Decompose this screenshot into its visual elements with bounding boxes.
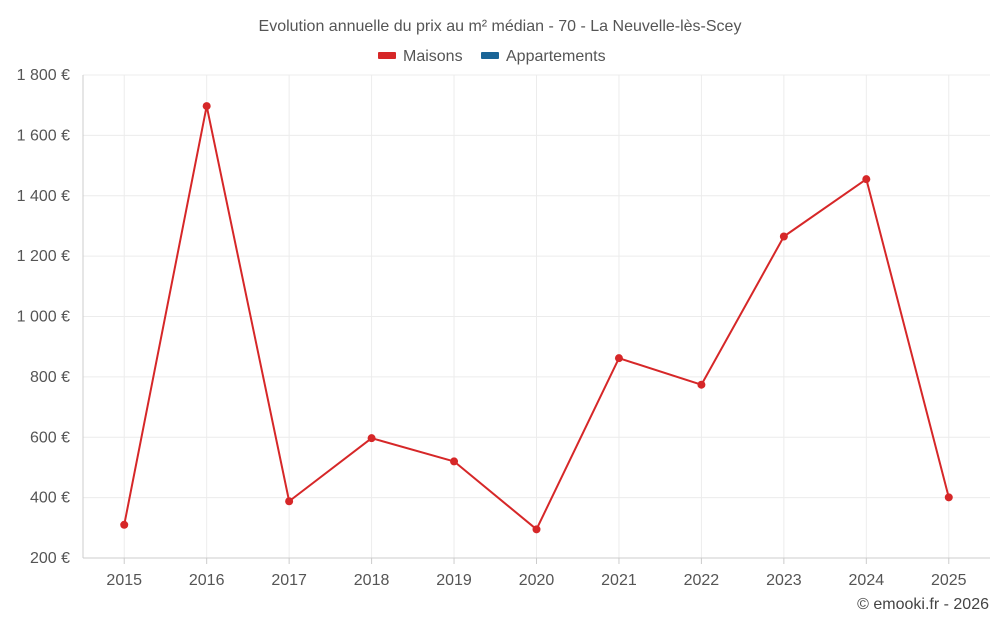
x-tick-label: 2024 [849, 572, 885, 589]
y-tick-label: 1 800 € [17, 67, 70, 84]
data-point-maisons-2022[interactable] [697, 380, 706, 389]
data-point-maisons-2017[interactable] [285, 497, 294, 506]
legend-label-maisons: Maisons [403, 48, 463, 65]
y-tick-label: 1 400 € [17, 188, 70, 205]
x-tick-label: 2023 [766, 572, 802, 589]
legend-swatch-maisons [378, 52, 396, 59]
series-maisons [120, 102, 953, 534]
y-tick-label: 400 € [30, 490, 70, 507]
x-tick-label: 2020 [519, 572, 555, 589]
data-point-maisons-2015[interactable] [120, 520, 129, 529]
data-point-maisons-2021[interactable] [614, 354, 623, 363]
y-tick-label: 1 200 € [17, 248, 70, 265]
x-tick-label: 2025 [931, 572, 967, 589]
grid [83, 74, 990, 558]
legend-label-appartements: Appartements [506, 48, 606, 65]
legend: Maisons Appartements [378, 48, 606, 65]
y-tick-label: 200 € [30, 550, 70, 567]
legend-item-maisons[interactable]: Maisons [378, 48, 463, 65]
y-tick-label: 600 € [30, 429, 70, 446]
data-point-maisons-2023[interactable] [779, 232, 788, 241]
data-point-maisons-2016[interactable] [202, 102, 211, 111]
x-tick-label: 2017 [271, 572, 307, 589]
x-tick-label: 2016 [189, 572, 225, 589]
x-axis-ticks: 2015 2016 2017 2018 2019 2020 2021 2022 2023 2024… [106, 572, 966, 589]
data-point-maisons-2020[interactable] [532, 525, 541, 534]
y-tick-label: 1 000 € [17, 309, 70, 326]
legend-swatch-appartements [481, 52, 499, 59]
credit-text: © emooki.fr - 2026 [857, 596, 989, 613]
y-tick-label: 800 € [30, 369, 70, 386]
legend-item-appartements[interactable]: Appartements [481, 48, 606, 65]
x-tick-label: 2018 [354, 572, 390, 589]
data-point-maisons-2025[interactable] [944, 493, 953, 502]
data-point-maisons-2019[interactable] [450, 457, 459, 466]
x-tick-label: 2019 [436, 572, 472, 589]
x-tick-label: 2021 [601, 572, 637, 589]
chart-title: Evolution annuelle du prix au m² médian … [259, 18, 742, 35]
x-tick-label: 2015 [106, 572, 142, 589]
data-point-maisons-2018[interactable] [367, 434, 376, 443]
y-tick-label: 1 600 € [17, 127, 70, 144]
y-axis-ticks: 200 € 400 € 600 € 800 € 1 000 € 1 200 € 1 400 … [17, 67, 70, 567]
data-point-maisons-2024[interactable] [862, 175, 871, 184]
axes [82, 75, 990, 564]
x-tick-label: 2022 [684, 572, 720, 589]
